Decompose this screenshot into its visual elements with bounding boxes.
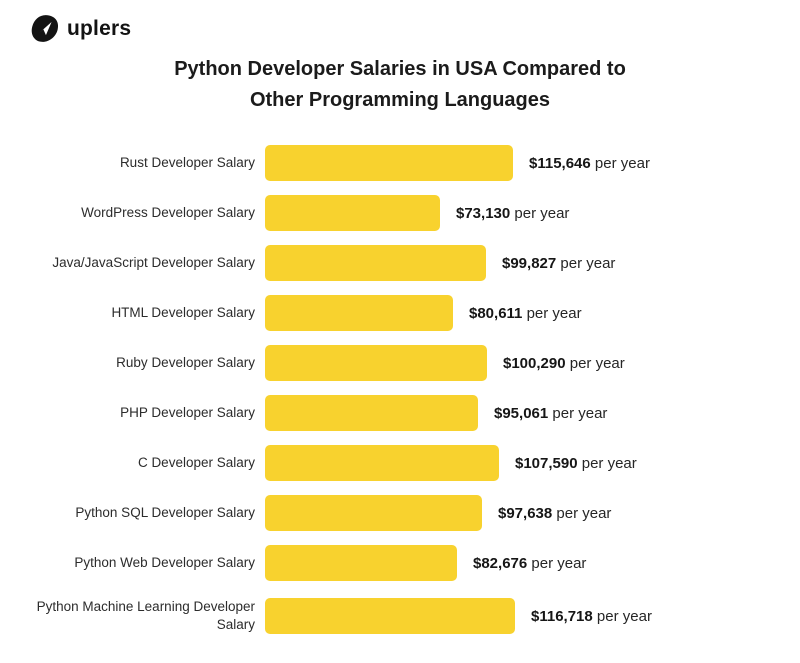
salary-value: $73,130 per year [456, 205, 569, 222]
salary-bar [265, 145, 513, 181]
chart-row: HTML Developer Salary $80,611 per year [0, 288, 800, 338]
per-year-suffix: per year [510, 204, 570, 222]
salary-value: $107,590 per year [515, 455, 637, 472]
per-year-suffix: per year [548, 404, 608, 422]
salary-value: $97,638 per year [498, 505, 611, 522]
salary-amount: $116,718 [531, 607, 593, 625]
salary-amount: $115,646 [529, 154, 591, 172]
salary-amount: $80,611 [469, 304, 523, 322]
per-year-suffix: per year [592, 607, 652, 625]
salary-amount: $100,290 [503, 354, 566, 372]
per-year-suffix: per year [522, 304, 582, 322]
chart-title-line1: Python Developer Salaries in USA Compare… [174, 58, 626, 80]
chart-title: Python Developer Salaries in USA Compare… [0, 54, 800, 116]
chart-row: Ruby Developer Salary $100,290 per year [0, 338, 800, 388]
chart-row: Rust Developer Salary $115,646 per year [0, 138, 800, 188]
salary-amount: $73,130 [456, 204, 511, 222]
bar-label: Rust Developer Salary [119, 154, 255, 170]
salary-value: $80,611 per year [469, 305, 582, 322]
chart-row: WordPress Developer Salary $73,130 per ye… [0, 188, 800, 238]
brand-header: uplers [0, 0, 800, 44]
salary-bar [265, 445, 499, 481]
salary-bar-chart: Rust Developer Salary $115,646 per year Wo… [0, 138, 800, 644]
per-year-suffix: per year [577, 454, 637, 472]
salary-amount: $99,827 [502, 254, 557, 272]
bar-label: Java/JavaScript Developer Salary [52, 254, 255, 270]
salary-bar [265, 545, 457, 581]
salary-value: $115,646 per year [529, 155, 650, 172]
per-year-suffix: per year [565, 354, 625, 372]
salary-amount: $107,590 [515, 454, 578, 472]
salary-value: $95,061 per year [494, 405, 607, 422]
chart-row: Python Machine Learning Developer Salary… [0, 588, 800, 644]
chart-title-line2: Other Programming Languages [249, 89, 551, 111]
chart-row: Python Web Developer Salary $82,676 per y… [0, 538, 800, 588]
bar-label: Python Web Developer Salary [74, 554, 255, 570]
bar-label: Python Machine Learning Developer Salary [36, 598, 255, 632]
bar-label: PHP Developer Salary [120, 404, 255, 420]
per-year-suffix: per year [556, 254, 616, 272]
chart-row: PHP Developer Salary $95,061 per year [0, 388, 800, 438]
per-year-suffix: per year [527, 554, 587, 572]
salary-bar [265, 395, 478, 431]
salary-bar [265, 245, 486, 281]
salary-amount: $97,638 [498, 504, 553, 522]
salary-bar [265, 495, 482, 531]
salary-amount: $95,061 [494, 404, 549, 422]
salary-bar [265, 598, 515, 634]
salary-bar [265, 295, 453, 331]
logo-text: uplers [67, 17, 132, 40]
chart-row: Java/JavaScript Developer Salary $99,827 … [0, 238, 800, 288]
bar-label: C Developer Salary [137, 454, 255, 470]
salary-amount: $82,676 [473, 554, 528, 572]
bar-label: Python SQL Developer Salary [75, 504, 255, 520]
salary-value: $99,827 per year [502, 255, 615, 272]
salary-bar [265, 345, 487, 381]
bar-label: Ruby Developer Salary [116, 354, 255, 370]
chart-row: Python SQL Developer Salary $97,638 per y… [0, 488, 800, 538]
salary-bar [265, 195, 440, 231]
bar-label: HTML Developer Salary [111, 304, 255, 320]
chart-row: C Developer Salary $107,590 per year [0, 438, 800, 488]
salary-value: $100,290 per year [503, 355, 625, 372]
per-year-suffix: per year [552, 504, 612, 522]
bar-label: WordPress Developer Salary [81, 204, 255, 220]
salary-value: $116,718 per year [531, 608, 652, 625]
paper-plane-icon [31, 15, 59, 42]
per-year-suffix: per year [590, 154, 650, 172]
salary-value: $82,676 per year [473, 555, 586, 572]
